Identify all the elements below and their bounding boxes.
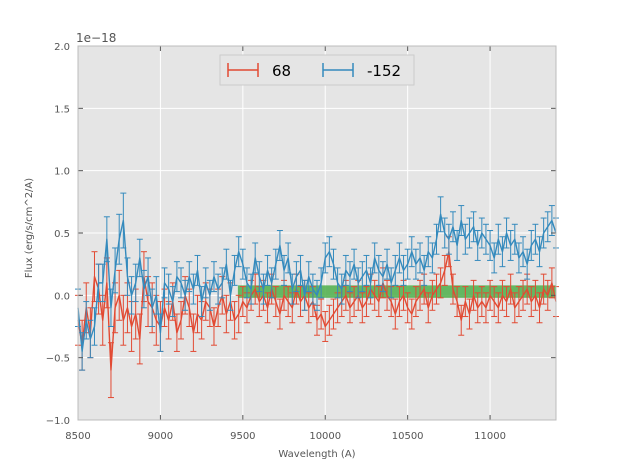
series-line: [77, 250, 557, 371]
legend-label: 68: [272, 62, 291, 80]
legend-label: -152: [367, 62, 401, 80]
y-tick-label: 0.0: [54, 291, 70, 302]
series-line: [77, 213, 557, 353]
series-layer: [75, 192, 559, 399]
y-tick-label: 1.5: [54, 104, 70, 115]
x-tick-label: 9500: [230, 431, 255, 442]
x-tick-label: 8500: [65, 431, 90, 442]
series-1: [75, 192, 559, 371]
legend: 68 -152: [219, 54, 415, 86]
x-tick-label: 10000: [309, 431, 341, 442]
y-tick-label: 0.5: [54, 229, 70, 240]
x-tick-label: 11000: [474, 431, 506, 442]
x-tick-label: 9000: [148, 431, 173, 442]
y-tick-label: −1.0: [46, 416, 70, 427]
ticks: 8500 9000 9500 10000 10500 11000 −1.0 −0.5 0.0 0.…: [46, 42, 557, 442]
x-axis-label: Wavelength (A): [278, 449, 355, 460]
y-tick-label: −0.5: [46, 354, 70, 365]
y-axis-label: Flux (erg/s/cm^2/A): [24, 178, 35, 278]
plot-frame: [77, 45, 557, 421]
x-tick-label: 10500: [392, 431, 424, 442]
y-tick-label: 1.0: [54, 167, 70, 178]
offset-label: 1e−18: [76, 31, 116, 45]
y-tick-label: 2.0: [54, 42, 70, 53]
